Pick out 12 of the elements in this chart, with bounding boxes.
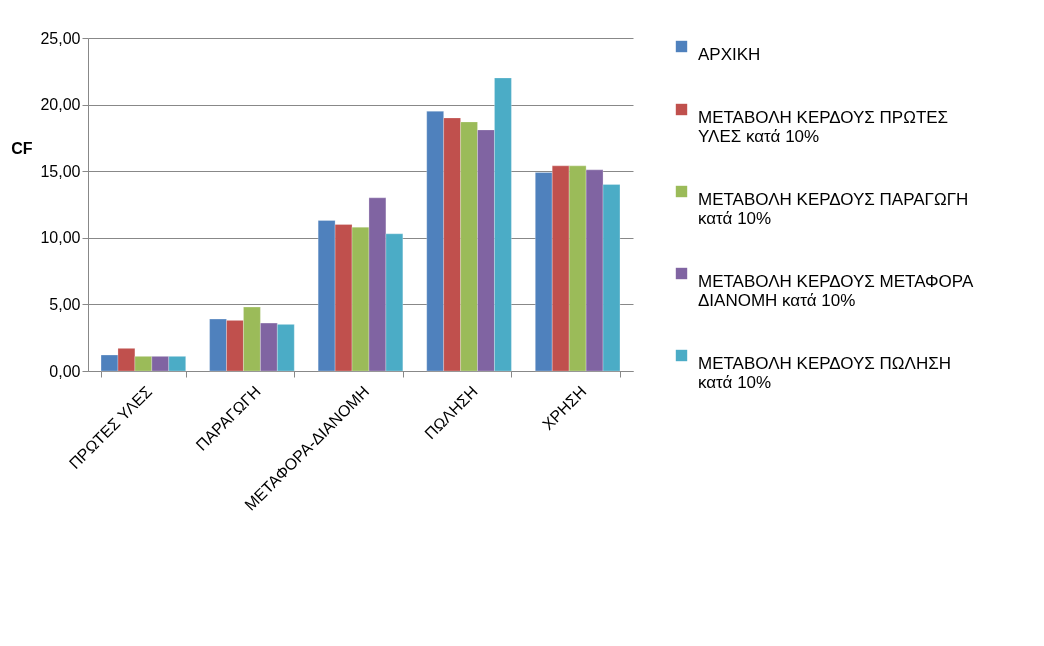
y-axis-title: CF bbox=[11, 139, 33, 157]
legend-label: ΜΕΤΑΒΟΛΗ ΚΕΡΔΟΥΣ ΠΩΛΗΣΗ κατά 10% bbox=[698, 353, 951, 392]
legend-label: ΜΕΤΑΒΟΛΗ ΚΕΡΔΟΥΣ ΠΡΩΤΕΣ ΥΛΕΣ κατά 10% bbox=[698, 107, 949, 146]
y-tick-label: 25,00 bbox=[40, 29, 81, 47]
legend-label: ΑΡΧΙΚΗ bbox=[698, 44, 761, 64]
y-tick-label: 5,00 bbox=[49, 295, 81, 313]
y-tick-label: 20,00 bbox=[40, 96, 81, 114]
y-tick-label: 10,00 bbox=[40, 229, 81, 247]
legend-label: ΜΕΤΑΒΟΛΗ ΚΕΡΔΟΥΣ ΠΑΡΑΓΩΓΗ κατά 10% bbox=[698, 189, 969, 228]
y-tick-label: 15,00 bbox=[40, 162, 81, 180]
y-tick-label: 0,00 bbox=[49, 362, 81, 380]
legend-label: ΜΕΤΑΒΟΛΗ ΚΕΡΔΟΥΣ ΜΕΤΑΦΟΡΑ ΔΙΑΝΟΜΗ κατά 10% bbox=[698, 271, 974, 310]
